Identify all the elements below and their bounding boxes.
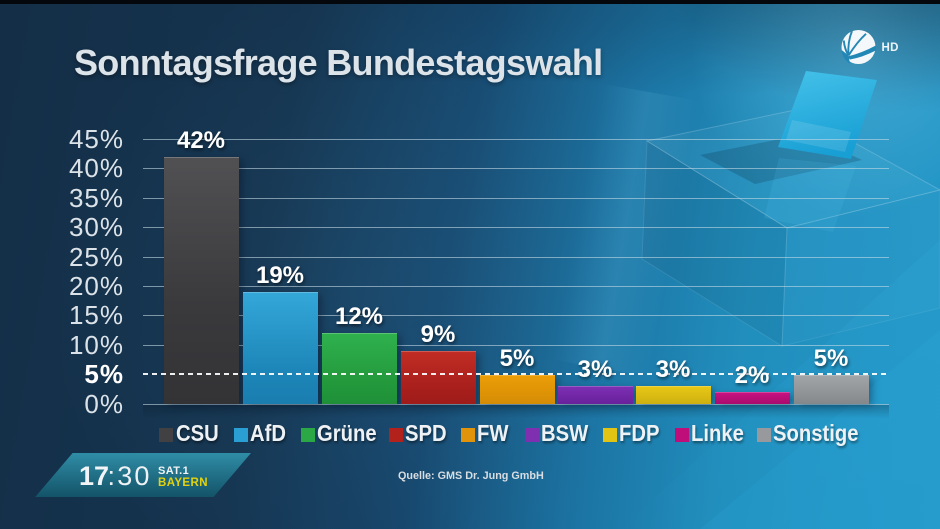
svg-text:BAYERN: BAYERN bbox=[158, 477, 208, 489]
svg-text:17: 17 bbox=[79, 461, 109, 491]
svg-text:HD: HD bbox=[882, 42, 899, 54]
svg-text:SAT.1: SAT.1 bbox=[158, 465, 189, 477]
svg-text::30: :30 bbox=[108, 461, 152, 491]
